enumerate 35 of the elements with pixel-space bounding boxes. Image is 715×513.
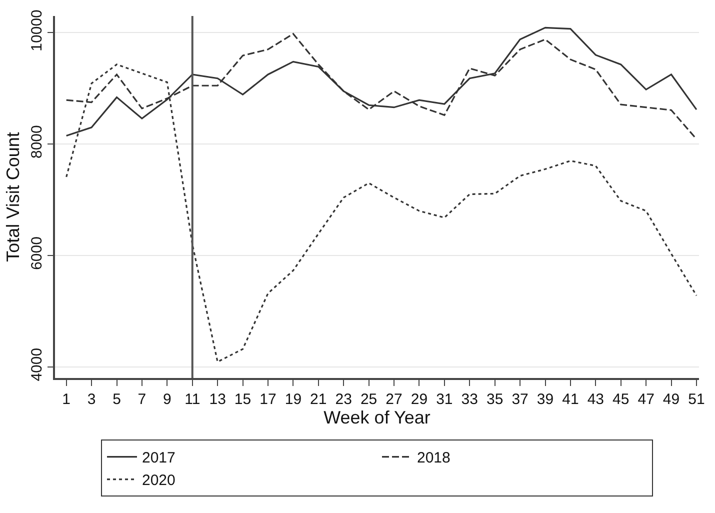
x-tick-label: 25	[360, 390, 378, 408]
x-tick-label: 9	[162, 390, 172, 408]
x-tick-label: 13	[209, 390, 226, 408]
x-tick-label: 31	[436, 390, 453, 408]
x-tick-label: 19	[284, 390, 302, 408]
x-tick-label: 21	[310, 390, 327, 408]
x-tick-label: 33	[461, 390, 478, 408]
legend-label: 2017	[142, 450, 176, 467]
x-tick-label: 5	[112, 390, 121, 408]
legend-label: 2020	[142, 472, 176, 490]
legend-label: 2018	[417, 450, 450, 467]
x-tick-label: 41	[562, 390, 579, 408]
x-tick-label: 11	[184, 390, 200, 408]
y-tick-label: 8000	[28, 125, 46, 159]
y-axis-title: Total Visit Count	[2, 132, 23, 262]
x-tick-label: 1	[62, 390, 71, 408]
x-tick-label: 3	[87, 390, 96, 408]
x-tick-label: 39	[536, 390, 554, 408]
y-tick-label: 10000	[28, 10, 46, 52]
x-tick-label: 51	[688, 390, 705, 408]
x-tick-label: 43	[587, 390, 604, 408]
x-tick-label: 29	[410, 390, 428, 408]
x-tick-label: 37	[512, 390, 528, 408]
x-tick-label: 15	[234, 390, 252, 408]
x-tick-label: 35	[486, 390, 504, 408]
y-tick-label: 6000	[28, 236, 46, 270]
x-tick-label: 23	[335, 390, 352, 408]
x-tick-label: 7	[138, 390, 146, 408]
x-tick-label: 27	[386, 390, 402, 408]
x-tick-label: 17	[260, 390, 276, 408]
x-axis-title: Week of Year	[324, 408, 430, 428]
x-tick-label: 45	[612, 390, 630, 408]
y-tick-label: 4000	[28, 348, 46, 382]
x-tick-label: 47	[638, 390, 654, 408]
x-tick-label: 49	[662, 390, 680, 408]
